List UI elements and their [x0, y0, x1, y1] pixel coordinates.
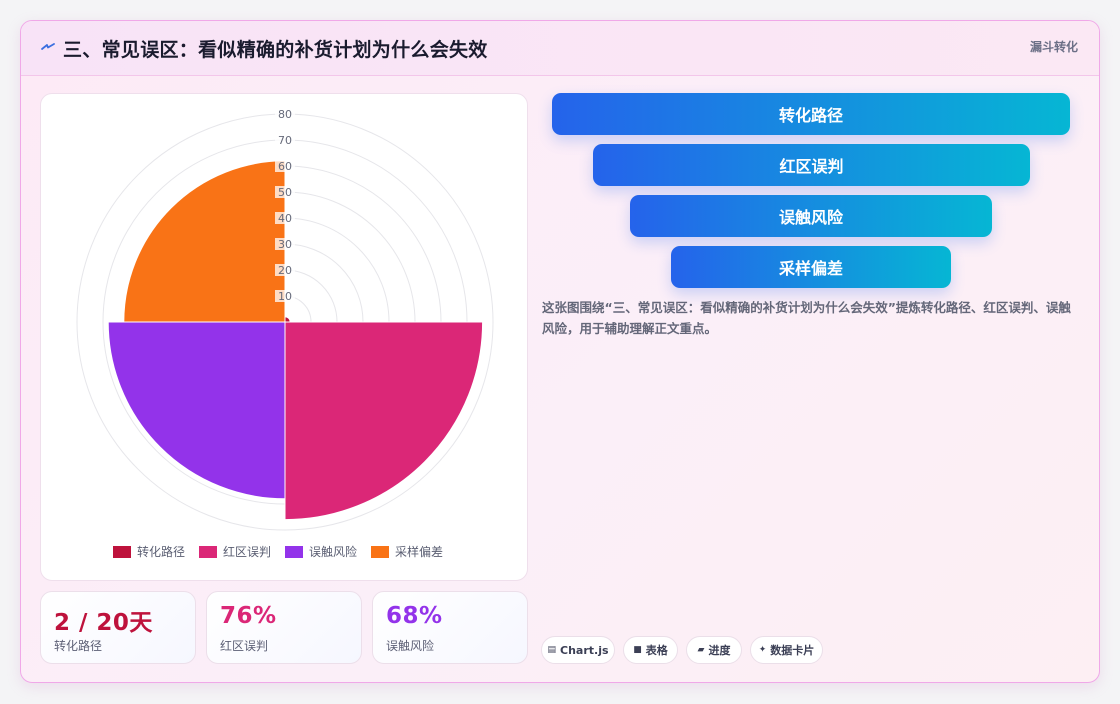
tick-label-backdrop	[275, 212, 295, 224]
r-tick-label: 20	[278, 264, 292, 277]
tick-label-backdrop	[275, 134, 295, 146]
polar-wedge-1	[284, 316, 291, 323]
funnel-stage-sampling: 采样偏差	[671, 246, 951, 288]
legend-label: 红区误判	[223, 544, 271, 559]
page-title: 三、常见误区：看似精确的补货计划为什么会失效	[63, 39, 488, 61]
legend-label: 采样偏差	[395, 544, 443, 559]
r-tick-label: 60	[278, 160, 292, 173]
funnel-stage-redzone: 红区误判	[593, 144, 1030, 186]
legend-swatch	[113, 546, 131, 558]
legend-swatch	[285, 546, 303, 558]
stat-card-mistouch: 68% 误触风险	[372, 591, 528, 664]
legend-swatch	[199, 546, 217, 558]
chip-data-cards[interactable]: ✦ 数据卡片	[750, 636, 823, 664]
tick-label-backdrop	[275, 264, 295, 276]
card-header: 三、常见误区：看似精确的补货计划为什么会失效 漏斗转化	[21, 21, 1099, 76]
chart-description: 这张图围绕“三、常见误区：看似精确的补货计划为什么会失效”提炼转化路径、红区误判…	[542, 300, 1071, 336]
tick-label-backdrop	[275, 160, 295, 172]
stat-value: 2 / 20天	[54, 610, 153, 636]
polar-wedge-4	[123, 160, 286, 323]
polar-area-chart: 10 20 30 40 50 60 70 80 转化路径 红区误判 误触风险 采样偏差	[76, 108, 494, 559]
chart-panel: 10 20 30 40 50 60 70 80 转化路径 红区误判 误触风险 采样偏差	[40, 93, 528, 581]
stat-value: 68%	[386, 603, 443, 629]
stat-label: 转化路径	[54, 639, 103, 653]
progress-icon: ▰	[697, 645, 705, 655]
legend-label: 转化路径	[137, 544, 185, 559]
stat-card-conversion: 2 / 20天 转化路径	[40, 591, 196, 664]
figure-card: 三、常见误区：看似精确的补货计划为什么会失效 漏斗转化 10 20 30 40 50 60…	[20, 20, 1100, 683]
r-tick-label: 30	[278, 238, 292, 251]
chip-chartjs[interactable]: ▤ Chart.js	[541, 636, 615, 664]
stat-label: 红区误判	[220, 639, 269, 653]
chip-table[interactable]: ■ 表格	[623, 636, 678, 664]
legend-label: 误触风险	[309, 544, 357, 559]
chip-progress[interactable]: ▰ 进度	[686, 636, 742, 664]
r-tick-label: 10	[278, 290, 292, 303]
stat-value: 76%	[220, 603, 277, 629]
tick-label-backdrop	[275, 108, 295, 120]
chip-label: 数据卡片	[770, 644, 815, 657]
table-icon: ■	[633, 645, 642, 655]
chart-icon: ▤	[547, 645, 556, 655]
r-tick-label: 40	[278, 212, 292, 225]
r-tick-label: 50	[278, 186, 292, 199]
legend-swatch	[371, 546, 389, 558]
polar-wedge-2	[284, 321, 484, 521]
r-tick-label: 80	[278, 108, 292, 121]
sparkle-icon: ✦	[758, 645, 767, 655]
funnel-stage-mistouch: 误触风险	[630, 195, 992, 237]
stat-card-redzone: 76% 红区误判	[206, 591, 362, 664]
lightning-icon	[41, 43, 55, 50]
tick-label-backdrop	[275, 186, 295, 198]
tick-label-backdrop	[275, 238, 295, 250]
funnel-stage-conversion: 转化路径	[552, 93, 1070, 135]
category-tag: 漏斗转化	[1029, 40, 1078, 54]
chip-label: 表格	[645, 644, 668, 657]
stat-label: 误触风险	[386, 639, 435, 653]
polar-wedge-3	[107, 321, 286, 500]
chip-label: Chart.js	[560, 643, 609, 657]
chip-label: 进度	[708, 644, 731, 657]
r-tick-label: 70	[278, 134, 292, 147]
tick-label-backdrop	[275, 290, 295, 302]
